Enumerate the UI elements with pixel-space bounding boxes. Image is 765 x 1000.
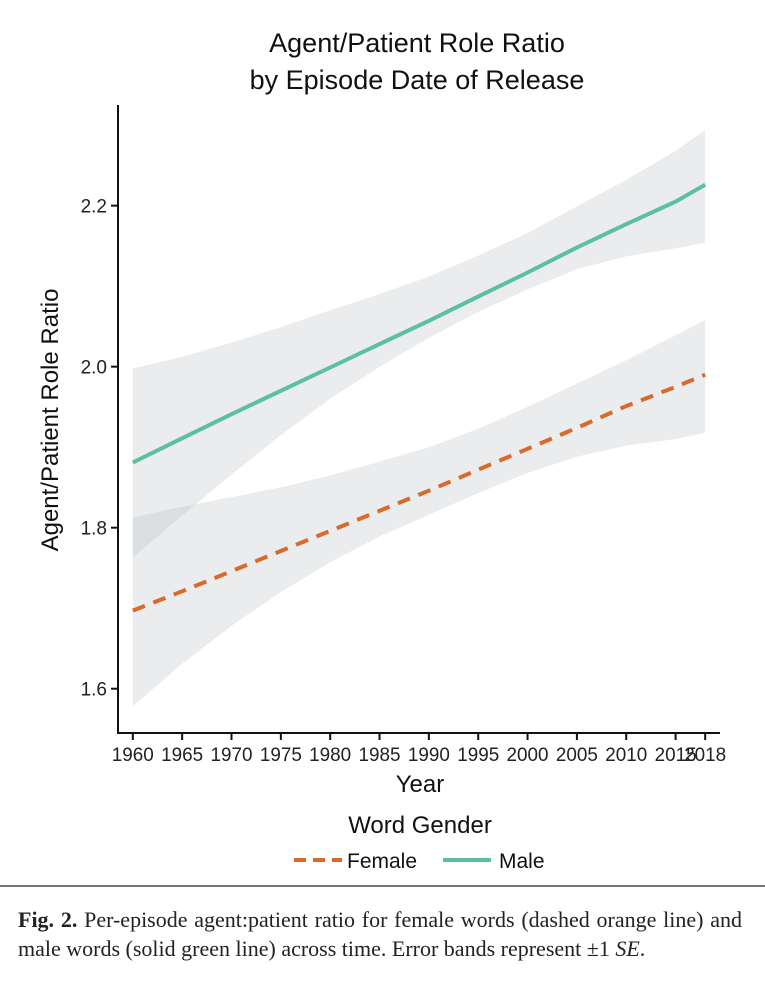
- legend: Female Male: [294, 850, 545, 873]
- chart-title-line1: Agent/Patient Role Ratio: [269, 28, 565, 58]
- x-tick-label: 1980: [309, 745, 351, 766]
- caption-end: .: [639, 936, 646, 961]
- x-tick-label: 2015: [655, 745, 697, 766]
- x-axis-title: Year: [396, 771, 445, 798]
- y-tick-label: 2.2: [81, 197, 107, 218]
- y-axis-title: Agent/Patient Role Ratio: [37, 289, 64, 552]
- caption-divider: [0, 885, 765, 887]
- x-tick-label: 1970: [210, 745, 252, 766]
- x-tick-label: 2010: [605, 745, 647, 766]
- x-tick-label: 1965: [161, 745, 203, 766]
- series-lines: [131, 182, 707, 613]
- y-tick-label: 2.0: [81, 358, 107, 379]
- x-tick-label: 2005: [556, 745, 598, 766]
- legend-title: Word Gender: [348, 812, 492, 839]
- series-line-female: [132, 372, 706, 613]
- caption-text: Per-episode agent:patient ratio for fema…: [18, 907, 742, 961]
- chart-title-line2: by Episode Date of Release: [250, 65, 585, 95]
- y-tick-label: 1.6: [81, 680, 107, 701]
- x-tick-label: 1975: [260, 745, 302, 766]
- x-tick-label: 1985: [359, 745, 401, 766]
- x-tick-label: 1995: [457, 745, 499, 766]
- caption-label: Fig. 2.: [18, 907, 78, 932]
- legend-female-label: Female: [347, 850, 417, 873]
- chart: Agent/Patient Role Ratio by Episode Date…: [37, 28, 726, 873]
- error-band-female: [132, 320, 706, 707]
- y-axis-ticks: 1.6 1.8 2.0 2.2: [81, 197, 118, 701]
- x-tick-label: 2018: [684, 745, 726, 766]
- legend-male-label: Male: [499, 850, 545, 873]
- x-tick-label: 1990: [408, 745, 450, 766]
- x-tick-label: 2000: [507, 745, 549, 766]
- y-tick-label: 1.8: [81, 519, 107, 540]
- error-band-male: [132, 130, 706, 558]
- error-bands: [132, 130, 706, 707]
- x-tick-label: 1960: [112, 745, 154, 766]
- series-line-male: [131, 182, 707, 465]
- figure-caption: Fig. 2. Per-episode agent:patient ratio …: [18, 905, 742, 963]
- x-axis-ticks: 1960 1965 1970 1975 1980 1985 1990 1995 2000 2005…: [112, 733, 726, 766]
- caption-se: SE: [615, 936, 640, 961]
